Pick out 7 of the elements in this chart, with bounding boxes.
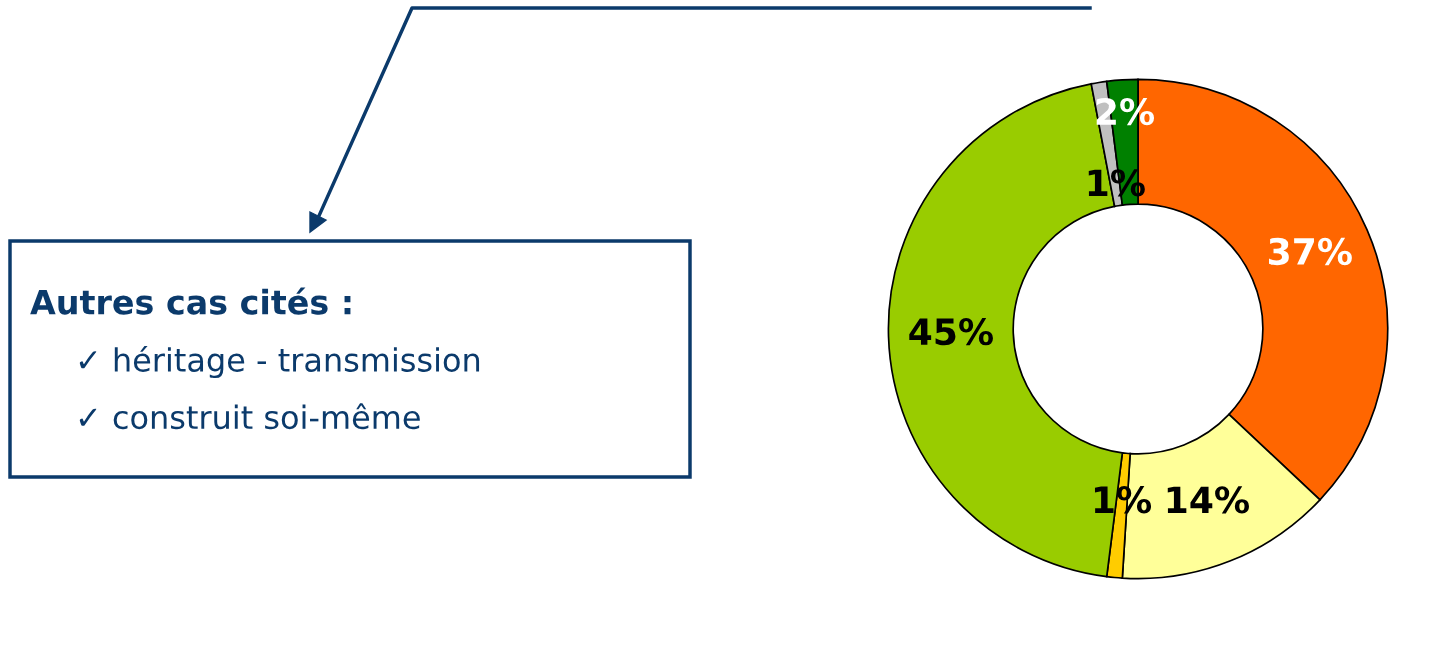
data-label: 1%: [1088, 169, 1145, 197]
text: Autres cas cités :: [30, 287, 351, 315]
text: ✓ construit soi-même: [79, 403, 420, 430]
text: ✓ héritage - transmission: [79, 345, 480, 379]
data-label: 14%: [1167, 486, 1249, 514]
data-label: 37%: [1269, 237, 1352, 266]
data-label: 45%: [909, 318, 993, 346]
